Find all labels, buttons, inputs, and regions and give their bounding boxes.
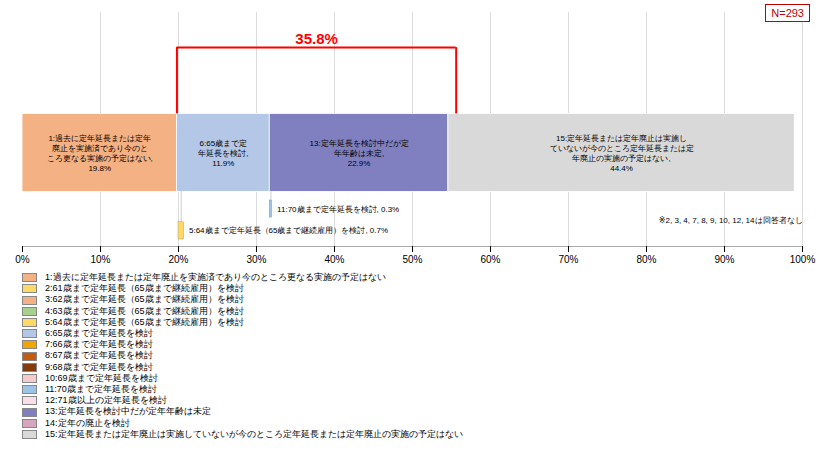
svg-text:11:70歳まで定年延長を検討, 0.3%: 11:70歳まで定年延長を検討, 0.3%: [277, 205, 399, 214]
html-text:11:70歳まで定年延長を検討: 11:70歳まで定年延長を検討: [45, 384, 157, 394]
html-text:10:69歳まで定年延長を検討: 10:69歳まで定年延長を検討: [45, 372, 158, 383]
html-text:8:67歳まで定年延長を検討: 8:67歳まで定年延長を検討: [45, 350, 153, 361]
html-text:5:64歳まで定年延長（65歳まで継続雇用）を検討: 5:64歳まで定年延長（65歳まで継続雇用）を検討: [45, 316, 244, 327]
svg-text:15:定年延長または定年廃止は実施していないが今のところ定年: 15:定年延長または定年廃止は実施していないが今のところ定年延長または定年廃止の…: [550, 134, 694, 173]
html-text:14:定年の廃止を検討: 14:定年の廃止を検討: [45, 417, 130, 428]
svg-text:40%: 40%: [324, 254, 344, 265]
html-text:1:過去に定年延長または定年廃止を実施済であり今のところ更な: 1:過去に定年延長または定年廃止を実施済であり今のところ更なる実施の予定はない: [45, 272, 386, 282]
svg-text:13:定年延長を検討中だが定年年齢は未定,22.9%: 13:定年延長を検討中だが定年年齢は未定,22.9%: [310, 139, 409, 168]
html-text:7:66歳まで定年延長を検討: 7:66歳まで定年延長を検討: [45, 339, 153, 350]
svg-text:90%: 90%: [714, 254, 734, 265]
svg-text:100%: 100%: [790, 254, 816, 265]
svg-text:50%: 50%: [402, 254, 422, 265]
svg-text:35.8%: 35.8%: [295, 30, 338, 47]
html-text:9:68歳まで定年延長を検討: 9:68歳まで定年延長を検討: [45, 361, 153, 372]
svg-text:20%: 20%: [168, 254, 188, 265]
html-text:15:定年延長または定年廃止は実施していないが今のところ定年: 15:定年延長または定年廃止は実施していないが今のところ定年延長または定年廃止の…: [45, 428, 463, 439]
html-text:6:65歳まで定年延長を検討: 6:65歳まで定年延長を検討: [45, 328, 153, 338]
html-text:N=293: N=293: [771, 7, 804, 19]
html-text:3:62歳まで定年延長（65歳まで継続雇用）を検討: 3:62歳まで定年延長（65歳まで継続雇用）を検討: [45, 294, 244, 305]
svg-text:0%: 0%: [15, 254, 30, 265]
html-text:12:71歳以上の定年延長を検討: 12:71歳以上の定年延長を検討: [45, 395, 167, 406]
html-text:13:定年延長を検討中だが定年年齢は未定: 13:定年延長を検討中だが定年年齢は未定: [45, 406, 211, 417]
svg-text:6:65歳まで定年延長を検討,11.9%: 6:65歳まで定年延長を検討,11.9%: [198, 139, 248, 168]
svg-text:5:64歳まで定年延長（65歳まで継続雇用）を検討, 0.7: 5:64歳まで定年延長（65歳まで継続雇用）を検討, 0.7%: [189, 226, 388, 235]
svg-text:60%: 60%: [480, 254, 500, 265]
svg-text:80%: 80%: [636, 254, 656, 265]
svg-text:※2, 3, 4, 7, 8, 9, 10, 12, 14は: ※2, 3, 4, 7, 8, 9, 10, 12, 14は回答者なし: [659, 216, 803, 225]
svg-text:10%: 10%: [90, 254, 110, 265]
html-text:4:63歳まで定年延長（65歳まで継続雇用）を検討: 4:63歳まで定年延長（65歳まで継続雇用）を検討: [45, 305, 244, 316]
svg-text:1:過去に定年延長または定年廃止を実施済であり今のところ更な: 1:過去に定年延長または定年廃止を実施済であり今のところ更なる実施の予定はない,…: [47, 134, 153, 173]
svg-text:30%: 30%: [246, 254, 266, 265]
html-text:2:61歳まで定年延長（65歳まで継続雇用）を検討: 2:61歳まで定年延長（65歳まで継続雇用）を検討: [45, 283, 244, 294]
svg-text:70%: 70%: [558, 254, 578, 265]
